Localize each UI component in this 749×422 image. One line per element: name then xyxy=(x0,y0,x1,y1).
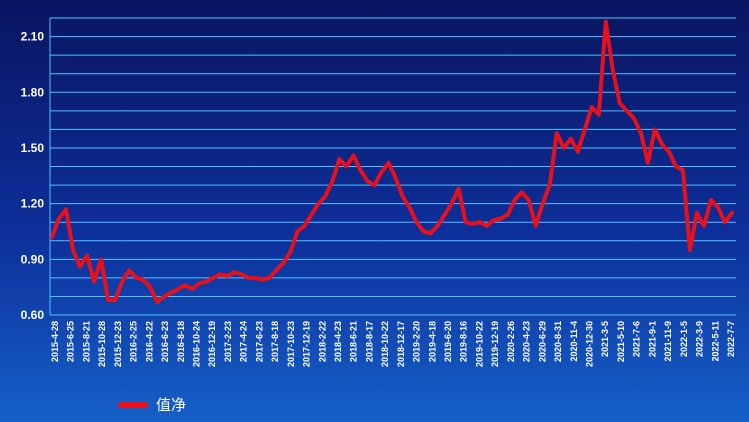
legend: 值净 xyxy=(118,394,186,415)
x-tick-label: 2021-7-6 xyxy=(632,321,642,357)
x-tick-label: 2020-8-31 xyxy=(553,321,563,362)
x-tick-label: 2017-6-23 xyxy=(254,321,264,362)
x-tick-label: 2019-12-19 xyxy=(490,321,500,367)
y-tick-label: 1.20 xyxy=(21,197,45,211)
x-tick-label: 2017-10-23 xyxy=(286,321,296,367)
y-tick-label: 1.50 xyxy=(21,141,45,155)
y-tick-label: 0.90 xyxy=(21,252,45,266)
y-tick-label: 0.60 xyxy=(21,308,45,322)
x-tick-label: 2016-12-19 xyxy=(207,321,217,367)
x-tick-label: 2021-3-5 xyxy=(600,321,610,357)
y-axis-ticks: 0.60 0.90 1.20 1.50 1.80 2.10 xyxy=(21,30,45,322)
legend-swatch xyxy=(118,401,148,408)
x-tick-label: 2018-8-17 xyxy=(364,321,374,362)
series-line xyxy=(50,19,734,304)
legend-label: 值净 xyxy=(156,396,187,414)
x-tick-label: 2021-5-10 xyxy=(616,321,626,362)
grid-lines xyxy=(49,17,736,316)
x-tick-label: 2018-2-22 xyxy=(317,321,327,362)
x-tick-label: 2015-4-28 xyxy=(50,321,60,362)
x-tick-label: 2017-2-23 xyxy=(223,321,233,362)
x-tick-label: 2018-10-22 xyxy=(380,321,390,367)
x-tick-label: 2022-7-7 xyxy=(726,321,736,357)
x-tick-label: 2020-6-29 xyxy=(537,321,547,362)
x-tick-label: 2019-2-20 xyxy=(412,321,422,362)
x-tick-label: 2018-12-17 xyxy=(396,321,406,367)
x-tick-label: 2015-10-28 xyxy=(97,321,107,367)
x-tick-label: 2019-6-20 xyxy=(443,321,453,362)
x-tick-label: 2021-11-9 xyxy=(663,321,673,362)
x-tick-label: 2015-6-25 xyxy=(66,321,76,362)
x-tick-label: 2020-11-4 xyxy=(569,321,579,362)
x-tick-label: 2020-2-26 xyxy=(506,321,516,362)
x-tick-label: 2015-12-23 xyxy=(113,321,123,367)
x-tick-label: 2021-9-1 xyxy=(647,321,657,357)
x-tick-label: 2015-8-21 xyxy=(81,321,91,362)
x-tick-label: 2017-4-24 xyxy=(239,321,249,362)
x-tick-label: 2019-4-18 xyxy=(427,321,437,362)
x-tick-label: 2019-10-22 xyxy=(474,321,484,367)
y-tick-label: 1.80 xyxy=(21,85,45,99)
x-tick-label: 2017-8-18 xyxy=(270,321,280,362)
x-tick-label: 2016-2-25 xyxy=(129,321,139,362)
x-tick-label: 2017-12-19 xyxy=(302,321,312,367)
x-tick-label: 2020-12-30 xyxy=(585,321,595,367)
x-tick-label: 2016-10-24 xyxy=(191,321,201,367)
x-axis-ticks: 2015-4-28 2015-6-25 2015-8-21 2015-10-28 201… xyxy=(50,321,736,367)
x-tick-label: 2016-6-23 xyxy=(160,321,170,362)
y-tick-label: 2.10 xyxy=(21,30,45,44)
x-tick-label: 2022-3-9 xyxy=(695,321,705,357)
x-tick-label: 2022-1-5 xyxy=(679,321,689,357)
x-tick-label: 2018-4-23 xyxy=(333,321,343,362)
x-tick-label: 2020-4-23 xyxy=(522,321,532,362)
x-tick-label: 2022-5-11 xyxy=(710,321,720,362)
x-tick-label: 2016-4-22 xyxy=(144,321,154,362)
x-tick-label: 2018-6-21 xyxy=(349,321,359,362)
series-layer xyxy=(50,19,734,304)
x-tick-label: 2019-8-16 xyxy=(459,321,469,362)
x-tick-label: 2016-8-18 xyxy=(176,321,186,362)
